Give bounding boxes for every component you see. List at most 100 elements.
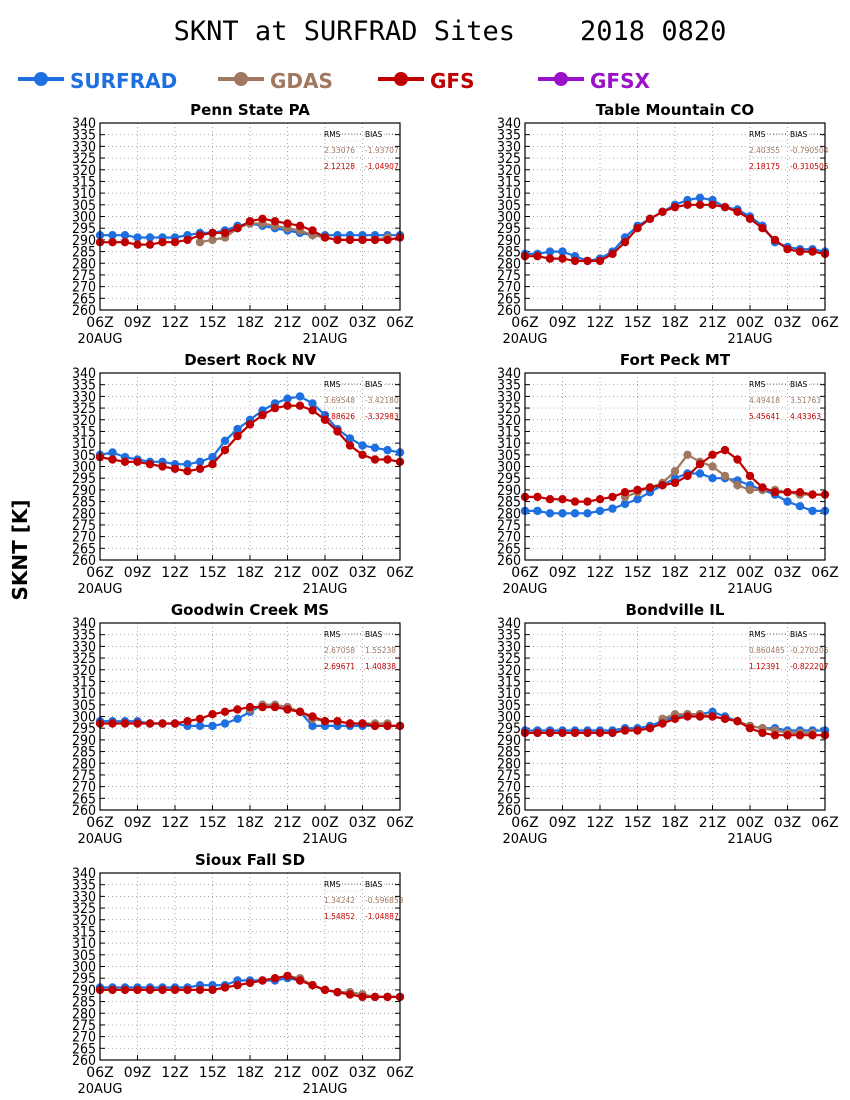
y-tick-label: 275 bbox=[497, 768, 521, 784]
x-tick-label: 06Z bbox=[811, 315, 838, 331]
x-tick-label: 03Z bbox=[774, 815, 801, 831]
x-tick-label: 03Z bbox=[774, 565, 801, 581]
y-tick-label: 285 bbox=[497, 495, 521, 511]
stats-bias-gdas: -0.270205 bbox=[790, 646, 829, 655]
data-point-surfrad bbox=[795, 502, 805, 511]
y-tick-label: 270 bbox=[497, 280, 521, 296]
data-point-gfs bbox=[295, 221, 305, 230]
data-point-gfs bbox=[195, 231, 205, 240]
data-point-gfs bbox=[358, 719, 367, 728]
legend-marker-surfrad bbox=[34, 72, 48, 86]
panel-frame bbox=[99, 122, 401, 311]
panel-title: Table Mountain CO bbox=[596, 101, 754, 119]
data-point-gfs bbox=[708, 450, 717, 459]
y-axis-title: SKNT [K] bbox=[8, 499, 32, 600]
data-point-gfs bbox=[120, 985, 130, 995]
data-point-gfs bbox=[220, 983, 230, 992]
data-point-surfrad bbox=[583, 509, 592, 518]
data-point-surfrad bbox=[383, 445, 392, 455]
data-point-gfs bbox=[358, 450, 367, 459]
data-point-gfs bbox=[533, 252, 542, 261]
y-tick-label: 335 bbox=[72, 628, 96, 644]
data-point-gfs bbox=[720, 714, 730, 723]
data-point-gfs bbox=[658, 719, 667, 728]
data-point-surfrad bbox=[558, 247, 567, 256]
y-tick-label: 325 bbox=[497, 651, 521, 667]
data-point-gfs bbox=[158, 985, 167, 995]
legend-marker-gfs bbox=[394, 72, 408, 86]
x-tick-label: 09Z bbox=[549, 815, 576, 831]
y-tick-label: 260 bbox=[497, 303, 521, 319]
data-point-gfs bbox=[245, 978, 255, 988]
data-point-surfrad bbox=[308, 721, 317, 731]
stats-bias-gfs: -3.32983 bbox=[365, 412, 399, 421]
data-point-gfs bbox=[295, 976, 305, 985]
stats-rms-gdas: 1.34242 bbox=[324, 896, 355, 905]
data-point-surfrad bbox=[195, 457, 205, 466]
x-date-label: 21AUG bbox=[302, 582, 347, 597]
data-point-gfs bbox=[570, 497, 580, 506]
x-tick-label: 21Z bbox=[699, 815, 726, 831]
y-tick-label: 305 bbox=[497, 198, 521, 214]
x-tick-label: 00Z bbox=[311, 1065, 338, 1081]
x-tick-label: 06Z bbox=[86, 1065, 113, 1081]
data-point-gfs bbox=[358, 992, 367, 1002]
y-tick-label: 280 bbox=[497, 506, 521, 522]
stats-rms-header: RMS bbox=[324, 880, 341, 889]
data-point-gfs bbox=[695, 712, 705, 721]
data-point-gfs bbox=[245, 420, 255, 429]
data-point-gfs bbox=[233, 705, 242, 714]
y-tick-label: 320 bbox=[497, 413, 521, 429]
y-tick-label: 275 bbox=[72, 768, 96, 784]
data-point-surfrad bbox=[783, 497, 792, 506]
legend-label-gdas: GDAS bbox=[270, 69, 333, 93]
stats-rms-gdas: 0.860485 bbox=[749, 646, 785, 655]
data-point-gdas bbox=[670, 467, 680, 476]
x-date-label: 20AUG bbox=[502, 832, 547, 847]
data-point-gfs bbox=[108, 238, 117, 247]
x-tick-label: 15Z bbox=[624, 315, 651, 331]
panel-frame bbox=[524, 122, 826, 311]
data-point-gfs bbox=[808, 247, 817, 256]
y-tick-label: 320 bbox=[497, 163, 521, 179]
y-tick-label: 295 bbox=[72, 721, 96, 737]
data-point-gfs bbox=[695, 200, 705, 209]
x-tick-label: 09Z bbox=[549, 315, 576, 331]
y-tick-label: 300 bbox=[72, 460, 96, 476]
y-tick-label: 285 bbox=[72, 495, 96, 511]
panel-title: Fort Peck MT bbox=[620, 351, 731, 369]
y-tick-label: 340 bbox=[72, 366, 96, 382]
data-point-surfrad bbox=[620, 499, 630, 509]
x-date-label: 21AUG bbox=[727, 582, 772, 597]
legend-entry-surfrad: SURFRAD bbox=[18, 69, 177, 93]
y-tick-label: 325 bbox=[497, 401, 521, 417]
x-tick-label: 21Z bbox=[274, 315, 301, 331]
data-point-surfrad bbox=[145, 233, 155, 242]
data-point-gfs bbox=[545, 254, 555, 263]
y-tick-label: 295 bbox=[72, 221, 96, 237]
y-tick-label: 280 bbox=[72, 256, 96, 272]
data-point-gfs bbox=[783, 731, 792, 740]
y-tick-label: 335 bbox=[72, 128, 96, 144]
data-point-gfs bbox=[195, 985, 205, 995]
data-point-gfs bbox=[233, 981, 242, 990]
y-tick-label: 295 bbox=[497, 221, 521, 237]
y-tick-label: 320 bbox=[72, 163, 96, 179]
data-point-gfs bbox=[195, 714, 205, 723]
y-tick-label: 260 bbox=[497, 553, 521, 569]
legend-marker-gfsx bbox=[554, 72, 568, 86]
series-gfs bbox=[95, 401, 405, 476]
x-tick-label: 15Z bbox=[199, 315, 226, 331]
data-point-gfs bbox=[608, 728, 617, 738]
y-tick-label: 305 bbox=[72, 948, 96, 964]
stats-rms-gfs: 2.18175 bbox=[749, 162, 780, 171]
y-tick-label: 270 bbox=[72, 780, 96, 796]
y-tick-label: 265 bbox=[497, 791, 521, 807]
data-point-gfs bbox=[233, 431, 242, 441]
y-tick-label: 300 bbox=[497, 210, 521, 226]
x-tick-label: 21Z bbox=[699, 565, 726, 581]
data-point-gfs bbox=[558, 254, 567, 263]
series-gfs bbox=[95, 971, 405, 1002]
y-tick-label: 315 bbox=[72, 674, 96, 690]
y-tick-label: 275 bbox=[497, 518, 521, 534]
